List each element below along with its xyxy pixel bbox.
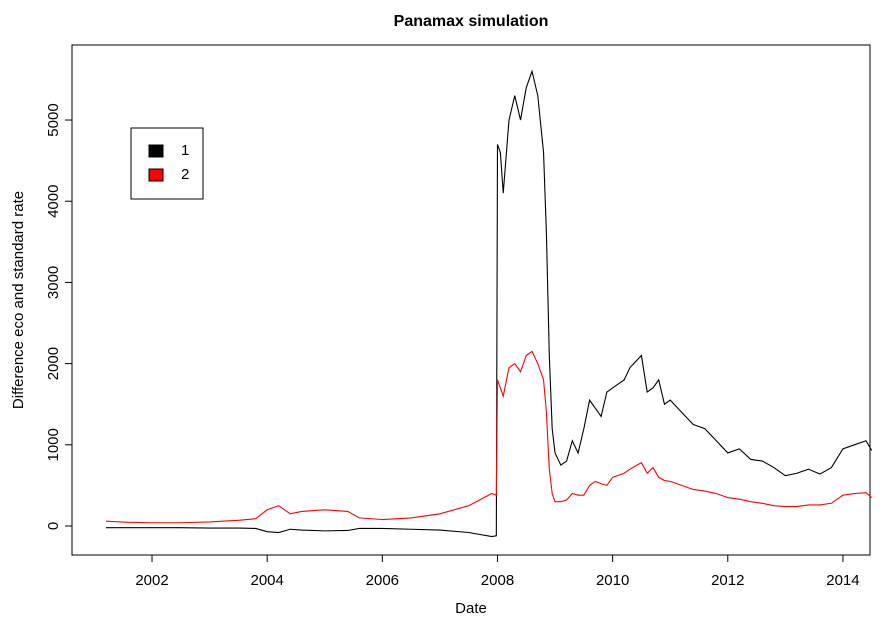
legend-label: 1 bbox=[181, 142, 189, 159]
y-tick-label: 1000 bbox=[45, 428, 62, 461]
x-tick-label: 2006 bbox=[366, 572, 399, 589]
y-axis-label: Difference eco and standard rate bbox=[10, 191, 27, 409]
legend-label: 2 bbox=[181, 166, 189, 183]
series-line bbox=[105, 69, 873, 538]
x-axis-label: Date bbox=[455, 600, 487, 617]
y-tick-label: 0 bbox=[45, 522, 62, 530]
series-line bbox=[105, 350, 873, 524]
x-tick-label: 2002 bbox=[135, 572, 168, 589]
x-tick-label: 2014 bbox=[826, 572, 859, 589]
x-tick-label: 2004 bbox=[250, 572, 283, 589]
legend-swatch bbox=[148, 144, 164, 158]
legend-swatch bbox=[148, 168, 164, 182]
plot-frame bbox=[71, 44, 871, 556]
legend-box bbox=[130, 127, 204, 200]
x-tick-label: 2010 bbox=[596, 572, 629, 589]
y-tick-label: 2000 bbox=[45, 347, 62, 380]
x-tick-label: 2008 bbox=[481, 572, 514, 589]
y-tick-label: 5000 bbox=[45, 103, 62, 136]
y-tick-label: 4000 bbox=[45, 185, 62, 218]
x-tick-label: 2012 bbox=[711, 572, 744, 589]
chart-title: Panamax simulation bbox=[394, 13, 549, 30]
y-tick-label: 3000 bbox=[45, 266, 62, 299]
